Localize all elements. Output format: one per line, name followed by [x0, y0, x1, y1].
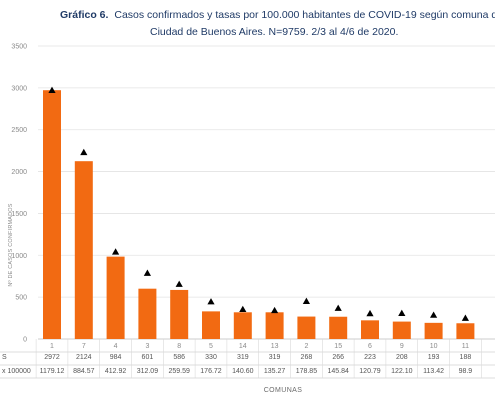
- bars: [43, 90, 475, 339]
- table-row1-label: S: [2, 354, 7, 361]
- y-tick-label: 3000: [11, 85, 27, 92]
- table-cases-cell: 319: [269, 354, 281, 361]
- rate-marker: [239, 305, 247, 313]
- category-label: 6: [368, 343, 372, 350]
- category-label: 2: [304, 343, 308, 350]
- rate-marker: [334, 304, 342, 311]
- table-cases-cell: 208: [396, 354, 408, 361]
- y-tick-label: 2500: [11, 127, 27, 134]
- table-rate-cell: 145.84: [327, 368, 349, 375]
- y-axis-label: Nº DE CASOS CONFIRMADOS: [7, 203, 14, 286]
- y-tick-label: 1500: [11, 211, 27, 218]
- table-cases-cell: 2972: [44, 354, 60, 361]
- rate-marker: [271, 306, 279, 314]
- table-cases-cell: 223: [364, 354, 376, 361]
- rate-marker: [143, 269, 151, 276]
- table-cases-cell: 2124: [76, 354, 92, 361]
- category-label: 11: [462, 343, 469, 350]
- y-tick-label: 0: [23, 337, 27, 344]
- bar: [202, 311, 220, 339]
- table-rate-cell: 412.92: [105, 368, 127, 375]
- table-cases-cell: 330: [205, 354, 217, 361]
- table-cases-cell: 984: [110, 354, 122, 361]
- table-cases-cell: 188: [460, 354, 472, 361]
- chart-title-line2: Ciudad de Buenos Aires. N=9759. 2/3 al 4…: [150, 26, 398, 38]
- bar: [329, 316, 348, 339]
- rate-marker: [461, 314, 469, 321]
- x-axis-categories: 1 7 4 3 8 5 14 13 2 15 6 9 10 11: [50, 343, 469, 350]
- rate-marker: [366, 309, 374, 317]
- bar: [74, 161, 93, 339]
- category-label: 9: [400, 343, 404, 350]
- table-cases-cell: 193: [428, 354, 440, 361]
- rate-marker: [112, 248, 120, 255]
- table-cases-cell: 268: [301, 354, 313, 361]
- table-rate-cell: 120.79: [359, 368, 381, 375]
- table-row2-label: x 100000: [2, 368, 31, 375]
- gridlines: [38, 45, 495, 340]
- y-axis-ticks: 0 500 1000 1500 2000 2500 3000 3500: [11, 44, 27, 344]
- category-label: 10: [430, 343, 438, 350]
- table-rate-cell: 312.09: [137, 368, 159, 375]
- chart-title-number: Gráfico 6.: [60, 9, 109, 21]
- table-rate-cell: 884.57: [73, 368, 95, 375]
- table-rate-cell: 176.72: [200, 368, 222, 375]
- table-rate-cell: 140.60: [232, 368, 254, 375]
- table-cases-cell: 266: [332, 354, 344, 361]
- bar: [106, 256, 125, 339]
- category-label: 7: [82, 343, 86, 350]
- table-cases-cell: 319: [237, 354, 249, 361]
- data-table: 29721179.122124884.57984412.92601312.095…: [0, 339, 495, 379]
- bar: [424, 322, 443, 339]
- bar: [43, 90, 61, 339]
- table-rate-cell: 98.9: [459, 368, 473, 375]
- rate-marker: [80, 148, 88, 156]
- category-label: 14: [239, 343, 247, 350]
- rate-marker: [398, 309, 406, 316]
- table-rate-cell: 178.85: [296, 368, 318, 375]
- chart-title-line1: Gráfico 6. Casos confirmados y tasas por…: [60, 9, 495, 21]
- category-label: 4: [114, 343, 118, 350]
- bar: [170, 289, 189, 339]
- rate-marker: [175, 280, 183, 287]
- category-label: 8: [177, 343, 181, 350]
- table-rate-cell: 135.27: [264, 368, 286, 375]
- bar: [265, 312, 284, 339]
- category-label: 3: [145, 343, 149, 350]
- y-tick-label: 2000: [11, 169, 27, 176]
- bar: [456, 323, 475, 339]
- rate-markers: [48, 86, 469, 321]
- bar: [361, 320, 379, 339]
- x-axis-label: COMUNAS: [264, 387, 303, 394]
- rate-marker: [302, 297, 310, 304]
- y-tick-label: 3500: [11, 44, 27, 51]
- y-tick-label: 500: [15, 295, 27, 302]
- table-rate-cell: 1179.12: [40, 368, 65, 375]
- bar: [138, 288, 157, 339]
- category-label: 1: [50, 343, 54, 350]
- table-rate-cell: 113.42: [423, 368, 444, 375]
- rate-marker: [207, 298, 215, 305]
- table-cases-cell: 586: [173, 354, 185, 361]
- category-label: 13: [271, 343, 279, 350]
- table-rate-cell: 259.59: [168, 368, 190, 375]
- category-label: 5: [209, 343, 213, 350]
- bar: [233, 312, 252, 339]
- category-label: 15: [334, 343, 342, 350]
- bar: [297, 316, 316, 339]
- y-tick-label: 1000: [11, 253, 27, 260]
- table-rate-cell: 122.10: [391, 368, 413, 375]
- rate-marker: [48, 86, 56, 93]
- rate-marker: [430, 311, 438, 318]
- bar: [392, 321, 411, 339]
- chart-title-main: Casos confirmados y tasas por 100.000 ha…: [114, 9, 495, 21]
- table-cases-cell: 601: [142, 354, 154, 361]
